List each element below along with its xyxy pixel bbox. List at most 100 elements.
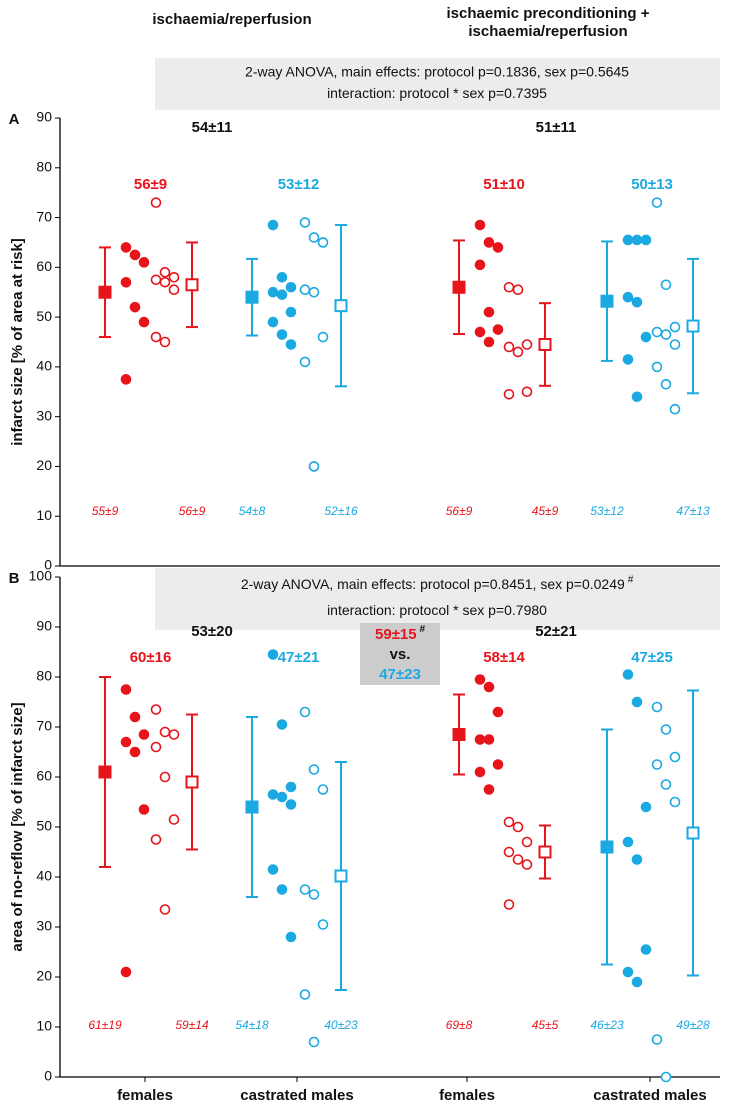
data-point — [651, 361, 663, 373]
y-tick-label: 90 — [36, 109, 52, 125]
data-point — [660, 379, 672, 390]
data-point — [660, 329, 672, 340]
data-point — [285, 339, 297, 350]
data-point — [120, 276, 132, 288]
mean-square — [98, 285, 112, 299]
data-point — [168, 284, 180, 296]
data-point — [660, 779, 672, 790]
data-point — [285, 781, 297, 793]
data-point — [512, 854, 524, 865]
data-point — [138, 257, 150, 268]
data-point — [512, 346, 524, 358]
data-point — [622, 966, 634, 978]
data-point — [308, 286, 320, 298]
data-point — [168, 729, 180, 740]
data-point — [669, 403, 681, 415]
data-point — [640, 331, 652, 343]
data-point — [308, 232, 320, 243]
x-tick-label: castrated males — [593, 1087, 706, 1104]
y-axis-title: area of no-reflow [% of infarct size] — [9, 702, 26, 951]
data-point — [521, 859, 533, 870]
data-point — [483, 306, 495, 318]
data-point — [159, 726, 171, 738]
protocol-summary: 54±11 — [192, 119, 233, 136]
data-point — [503, 899, 515, 910]
data-point — [631, 234, 643, 246]
anova-sup: # — [625, 574, 634, 585]
data-point — [276, 329, 288, 340]
anova-text: interaction: protocol * sex p=0.7980 — [327, 602, 547, 618]
data-point — [651, 701, 663, 713]
data-point — [159, 771, 171, 783]
mean-square — [600, 840, 614, 854]
data-point — [299, 217, 311, 228]
data-point — [276, 289, 288, 301]
data-point — [129, 746, 141, 758]
data-point — [120, 966, 132, 978]
anova-box — [155, 58, 720, 110]
group-summary: 60±16 — [130, 649, 172, 666]
data-point — [492, 242, 504, 253]
data-point — [640, 801, 652, 813]
data-point — [267, 789, 279, 800]
data-point — [129, 301, 141, 313]
data-point — [622, 354, 634, 365]
data-point — [622, 836, 634, 848]
data-point — [120, 736, 132, 748]
group-summary: 47±25 — [631, 649, 673, 666]
data-point — [267, 864, 279, 875]
mean-square — [452, 280, 466, 294]
data-point — [521, 339, 533, 350]
comparison-first: 59±15 # — [375, 624, 425, 643]
y-tick-label: 30 — [36, 918, 52, 934]
data-point — [285, 281, 297, 293]
subgroup-summary: 45±5 — [532, 1018, 559, 1032]
data-point — [503, 846, 515, 858]
data-point — [159, 267, 171, 278]
data-point — [483, 336, 495, 348]
y-tick-label: 10 — [36, 1018, 52, 1034]
data-point — [159, 336, 171, 348]
mean-square — [686, 826, 700, 840]
data-point — [503, 816, 515, 828]
group-summary: 53±12 — [278, 176, 320, 193]
subgroup-summary: 53±12 — [590, 504, 624, 518]
protocol-summary: 51±11 — [536, 119, 577, 136]
subgroup-summary: 56±9 — [446, 504, 473, 518]
data-point — [138, 729, 150, 740]
subgroup-summary: 56±9 — [179, 504, 206, 518]
data-point — [631, 296, 643, 308]
y-tick-label: 30 — [36, 407, 52, 423]
data-point — [159, 276, 171, 288]
data-point — [521, 386, 533, 398]
data-point — [285, 306, 297, 318]
data-point — [285, 799, 297, 810]
y-tick-label: 20 — [36, 968, 52, 984]
data-point — [503, 388, 515, 400]
data-point — [474, 766, 486, 778]
data-point — [276, 884, 288, 895]
y-tick-label: 100 — [29, 568, 53, 584]
data-point — [276, 791, 288, 803]
group-summary: 47±21 — [278, 649, 320, 666]
data-point — [168, 814, 180, 825]
y-tick-label: 70 — [36, 718, 52, 734]
y-tick-label: 40 — [36, 868, 52, 884]
anova-text: interaction: protocol * sex p=0.7395 — [327, 85, 547, 101]
y-tick-label: 90 — [36, 618, 52, 634]
mean-square — [245, 800, 259, 814]
data-point — [129, 249, 141, 261]
mean-square — [452, 728, 466, 741]
column-header: ischaemia/reperfusion — [468, 23, 627, 40]
comparison-vs: vs. — [390, 646, 411, 663]
data-point — [120, 374, 132, 385]
subgroup-summary: 52±16 — [324, 504, 358, 518]
data-point — [317, 919, 329, 930]
mean-square — [538, 337, 552, 351]
data-point — [660, 279, 672, 291]
data-point — [267, 219, 279, 231]
data-point — [483, 237, 495, 248]
subgroup-summary: 55±9 — [92, 504, 119, 518]
subgroup-summary: 45±9 — [532, 504, 559, 518]
